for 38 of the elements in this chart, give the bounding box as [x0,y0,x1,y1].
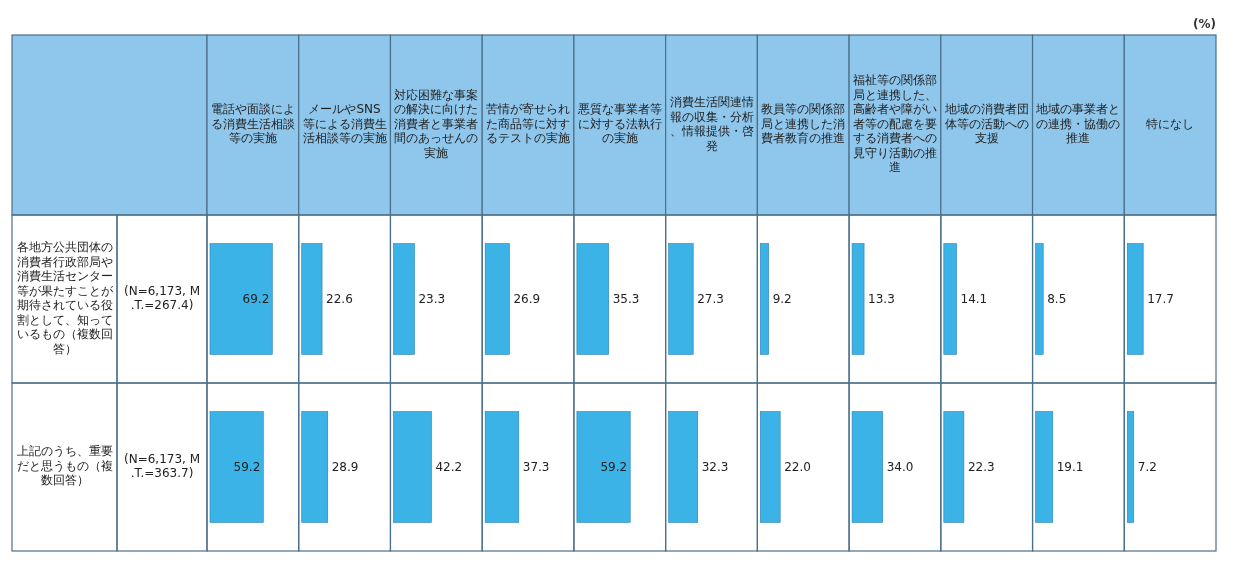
data-label: 27.3 [697,292,724,306]
chart-title: 悪質な事業者等に対する法執行の実施 [576,102,662,146]
data-label: 19.1 [1056,460,1084,474]
chart-title: 消費生活関連情報の収集・分析、情報提供・啓発 [669,95,754,153]
data-label: 22.3 [967,460,995,474]
data-label: 59.2 [233,460,261,474]
data-label: 8.5 [1047,292,1067,306]
text: (%) [1193,17,1216,31]
data-label: 22.0 [784,460,811,474]
chart-title: メールやSNS等による消費生活相談等の実施 [302,102,387,146]
chart-title: 電話や面談による消費生活相談等の実施 [210,102,295,146]
y-tick-label: 各地方公共団体の消費者行政部局や消費生活センター等が果たすことが期待されている役割として、知っているもの（複数回答） [16,240,114,356]
data-label: 34.0 [886,460,914,474]
data-label: 26.9 [513,292,541,306]
chart-title: 対応困難な事案の解決に向けた消費者と事業者間のあっせんの実施 [394,87,479,160]
chart-title: 苦情が寄せられた商品等に対するテストの実施 [486,102,571,146]
data-label: 69.2 [242,292,270,306]
text: (N=6,173, M.T.=363.7) [123,451,201,481]
data-label: 32.3 [701,460,729,474]
text: (N=6,173, M.T.=267.4) [123,283,201,313]
chart-title: 教員等の関係部局と連携した消費者教育の推進 [761,102,846,146]
text: 特になし [1146,116,1195,131]
data-label: 17.7 [1147,292,1174,306]
text: 地域の事業者との連携・協働の推進 [1035,102,1121,146]
chart-title: 福祉等の関係部局と連携した、高齢者や障がい者等の配慮を要する消費者への見守り活動の推進 [852,73,937,175]
data-label: 23.3 [418,292,446,306]
data-label: 37.3 [522,460,550,474]
data-label: 22.6 [326,292,353,306]
data-label: 42.2 [435,460,463,474]
data-label: 59.2 [600,460,628,474]
data-label: 14.1 [960,292,988,306]
data-label: 9.2 [772,292,792,306]
chart-title: 地域の消費者団体等の活動への支援 [943,102,1029,146]
y-tick-label: 上記のうち、重要だと思うもの（複数回答） [16,444,113,488]
data-label: 7.2 [1137,460,1157,474]
data-label: 28.9 [331,460,359,474]
data-label: 35.3 [612,292,640,306]
data-label: 13.3 [868,292,895,306]
